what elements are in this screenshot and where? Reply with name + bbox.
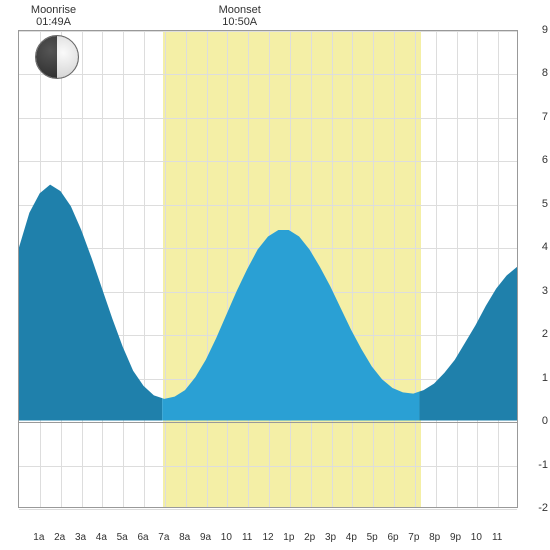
moonset-label: Moonset 10:50A	[219, 4, 261, 28]
x-tick-label: 7a	[158, 532, 169, 543]
y-tick-label: 1	[542, 372, 548, 384]
y-tick-label: -1	[538, 459, 548, 471]
x-tick-label: 11	[492, 532, 502, 543]
x-tick-label: 6p	[387, 532, 398, 543]
x-tick-label: 4a	[96, 532, 107, 543]
y-tick-label: 9	[542, 24, 548, 36]
y-tick-label: 3	[542, 285, 548, 297]
grid-h	[19, 509, 517, 510]
y-tick-label: 6	[542, 154, 548, 166]
y-axis-labels: -2-10123456789	[532, 30, 548, 508]
y-tick-label: 0	[542, 415, 548, 427]
x-tick-label: 10	[221, 532, 232, 543]
x-tick-label: 1p	[283, 532, 294, 543]
x-tick-label: 2p	[304, 532, 315, 543]
tide-area-plot	[19, 31, 517, 507]
x-tick-label: 5a	[117, 532, 128, 543]
x-tick-label: 10	[471, 532, 482, 543]
moon-phase-icon	[35, 35, 79, 79]
x-tick-label: 9a	[200, 532, 211, 543]
y-tick-label: 8	[542, 67, 548, 79]
x-tick-label: 8p	[429, 532, 440, 543]
x-tick-label: 1a	[33, 532, 44, 543]
moonrise-time: 01:49A	[31, 16, 76, 28]
tide-segment	[162, 230, 419, 420]
x-axis-labels: 1a 2a 3a 4a 5a 6a 7a 8a 9a 10 11 12 1p 2p 3p 4p 5p 6p 7p 8p…	[18, 532, 518, 546]
y-tick-label: 5	[542, 198, 548, 210]
moonset-title: Moonset	[219, 4, 261, 16]
x-tick-label: 4p	[346, 532, 357, 543]
x-tick-label: 6a	[137, 532, 148, 543]
tide-segment	[419, 267, 517, 421]
x-tick-label: 8a	[179, 532, 190, 543]
x-tick-label: 3a	[75, 532, 86, 543]
x-tick-label: 5p	[367, 532, 378, 543]
x-tick-label: 12	[262, 532, 273, 543]
tide-chart	[18, 30, 518, 508]
moonrise-title: Moonrise	[31, 4, 76, 16]
x-tick-label: 11	[242, 532, 252, 543]
x-tick-label: 2a	[54, 532, 65, 543]
tide-segment	[19, 185, 162, 421]
moonrise-label: Moonrise 01:49A	[31, 4, 76, 28]
moonset-time: 10:50A	[219, 16, 261, 28]
y-tick-label: 2	[542, 328, 548, 340]
x-tick-label: 3p	[325, 532, 336, 543]
y-tick-label: 7	[542, 111, 548, 123]
y-tick-label: 4	[542, 241, 548, 253]
x-tick-label: 9p	[450, 532, 461, 543]
x-tick-label: 7p	[408, 532, 419, 543]
y-tick-label: -2	[538, 502, 548, 514]
